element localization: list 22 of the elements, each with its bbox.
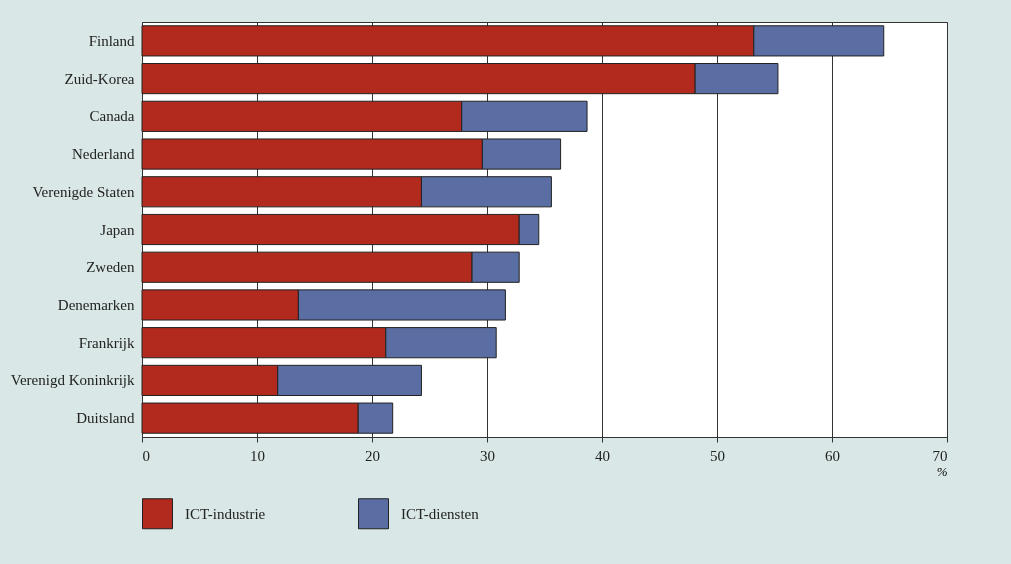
x-tick-label: 50 xyxy=(710,447,725,464)
y-tick-label: Verenigde Staten xyxy=(32,183,135,200)
x-tick-label: 10 xyxy=(250,447,265,464)
y-tick-label: Canada xyxy=(89,108,135,125)
x-tick-label: 0 xyxy=(142,447,150,464)
y-tick-label: Denemarken xyxy=(57,296,135,313)
y-tick-label: Nederland xyxy=(72,146,135,163)
y-tick-label: Verenigd Koninkrijk xyxy=(10,372,135,389)
x-tick-label: 30 xyxy=(480,447,495,464)
y-tick-label: Zuid-Korea xyxy=(64,70,135,87)
x-tick-label: 60 xyxy=(825,447,840,464)
x-axis-title: % xyxy=(936,463,948,479)
legend-label: ICT-industrie xyxy=(185,505,266,522)
x-tick-label: 70 xyxy=(932,447,948,464)
y-tick-label: Frankrijk xyxy=(78,334,135,351)
legend-label: ICT-diensten xyxy=(401,505,480,522)
x-tick-label: 20 xyxy=(365,447,380,464)
x-tick-label: 40 xyxy=(595,447,610,464)
y-tick-label: Finland xyxy=(88,32,135,49)
y-tick-label: Zweden xyxy=(86,259,135,276)
y-tick-label: Japan xyxy=(100,221,135,238)
y-tick-label: Duitsland xyxy=(76,410,135,427)
